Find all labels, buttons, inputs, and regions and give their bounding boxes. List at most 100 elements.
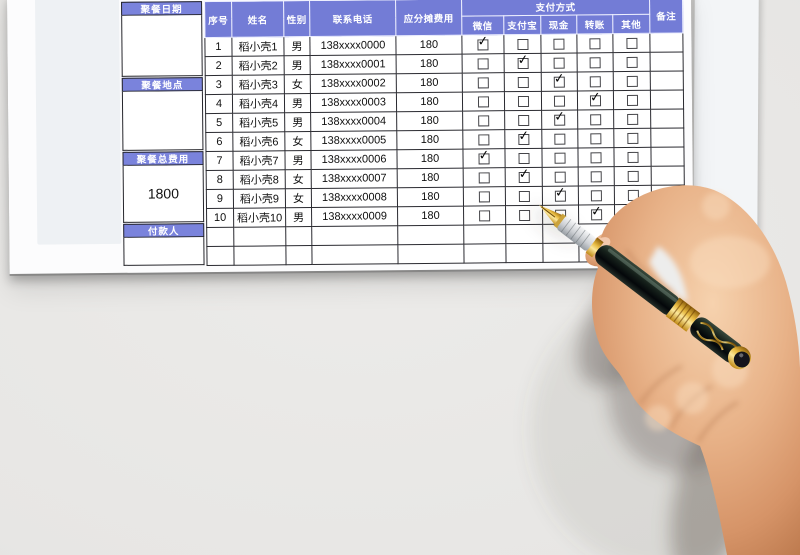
empty-cell: [206, 246, 235, 266]
checkbox-alipay[interactable]: ✓: [516, 53, 529, 69]
sidebar-value-payer[interactable]: [123, 237, 205, 266]
checkbox-cash[interactable]: [553, 57, 565, 69]
cell-payment-wechat: [462, 72, 505, 93]
cell-phone: 138xxxx0003: [310, 92, 397, 113]
checkbox-other[interactable]: [626, 75, 638, 87]
cell-payment-alipay: ✓: [504, 53, 542, 73]
cell-gender: 男: [284, 55, 311, 75]
checkbox-wechat[interactable]: [477, 76, 489, 89]
cell-fee: 180: [396, 73, 463, 93]
checkbox-transfer[interactable]: [590, 113, 602, 125]
cell-no: 7: [205, 151, 234, 171]
hand-with-pen-photo: [530, 185, 800, 555]
cell-payment-other: [613, 52, 651, 72]
checkbox-wechat[interactable]: [477, 95, 490, 108]
checkbox-wechat[interactable]: [478, 114, 490, 127]
col-header-other: 其他: [612, 14, 650, 34]
cell-gender: 女: [285, 169, 312, 189]
checkbox-cash[interactable]: ✓: [553, 72, 565, 88]
cell-payment-wechat: [462, 53, 505, 74]
checkbox-other[interactable]: [625, 37, 637, 49]
checkbox-transfer[interactable]: [589, 75, 601, 87]
cell-payment-wechat: [462, 110, 505, 131]
cell-fee: 180: [396, 111, 463, 131]
checkbox-transfer[interactable]: ✓: [589, 91, 602, 106]
cell-gender: 男: [284, 112, 311, 132]
checkbox-other[interactable]: [626, 56, 638, 68]
cell-payment-cash: [540, 33, 578, 54]
cell-payment-wechat: ✓: [461, 34, 505, 55]
cell-gender: 女: [284, 74, 311, 94]
cell-no: 4: [205, 94, 233, 114]
cell-name: 稻小壳3: [232, 74, 285, 95]
col-header-gender: 性别: [283, 0, 310, 37]
cell-payment-other: [613, 109, 651, 129]
cell-phone: 138xxxx0007: [311, 168, 398, 189]
cell-phone: 138xxxx0006: [310, 149, 398, 170]
cell-payment-alipay: [504, 72, 542, 92]
cell-gender: 女: [285, 188, 312, 208]
checkbox-alipay[interactable]: [517, 76, 529, 88]
cell-payment-cash: ✓: [541, 71, 578, 92]
cell-fee: 180: [396, 54, 463, 74]
checkbox-wechat[interactable]: ✓: [477, 35, 489, 51]
total-fee-value[interactable]: 1800: [122, 165, 205, 223]
check-mark-icon: ✓: [553, 109, 566, 124]
cell-no: 10: [206, 208, 234, 228]
col-header-wechat: 微信: [461, 15, 504, 36]
empty-cell: [285, 245, 313, 265]
checkbox-other[interactable]: [626, 94, 638, 106]
checkbox-alipay[interactable]: [517, 114, 529, 126]
cell-name: 稻小壳9: [233, 188, 286, 209]
cell-payment-transfer: [577, 109, 614, 129]
checkbox-transfer[interactable]: [589, 56, 601, 68]
checkbox-alipay[interactable]: [517, 95, 529, 107]
cell-fee: 180: [395, 35, 463, 55]
cell-name: 稻小壳6: [232, 131, 285, 152]
cell-payment-cash: [541, 52, 578, 73]
checkbox-wechat[interactable]: [477, 57, 489, 70]
col-header-alipay: 支付宝: [503, 15, 541, 35]
check-mark-icon: ✓: [516, 53, 529, 68]
sidebar-value-location[interactable]: [121, 91, 204, 151]
checkbox-cash[interactable]: [553, 38, 565, 50]
cell-phone: 138xxxx0000: [309, 35, 397, 56]
cell-gender: 男: [283, 36, 311, 56]
checkbox-cash[interactable]: [553, 95, 566, 107]
cell-payment-alipay: [504, 91, 542, 111]
cell-no: 6: [205, 132, 233, 152]
cell-phone: 138xxxx0001: [310, 54, 397, 75]
sidebar-value-date[interactable]: [121, 15, 203, 77]
cell-name: 稻小壳2: [232, 55, 285, 76]
cell-no: 9: [206, 189, 234, 209]
cell-no: 8: [206, 170, 234, 190]
cell-phone: 138xxxx0009: [311, 206, 398, 227]
cell-no: 1: [204, 37, 233, 57]
sidebar-header-location: 聚餐地点: [121, 77, 203, 92]
cell-phone: 138xxxx0008: [311, 187, 398, 208]
cell-remark: [650, 51, 684, 72]
fountain-pen: [539, 205, 751, 370]
checkbox-other[interactable]: [626, 113, 638, 125]
cell-remark: [650, 70, 684, 91]
col-header-cash: 现金: [540, 14, 577, 35]
checkbox-alipay[interactable]: [516, 38, 529, 50]
cell-phone: 138xxxx0004: [310, 111, 397, 132]
paper-left-margin: [34, 0, 122, 245]
col-header-fee: 应分摊费用: [395, 0, 462, 36]
checkbox-transfer[interactable]: [589, 37, 601, 49]
col-header-name: 姓名: [231, 0, 284, 38]
col-header-remark: 备注: [649, 0, 683, 34]
cell-name: 稻小壳7: [232, 150, 286, 171]
cell-payment-transfer: [576, 33, 614, 53]
check-mark-icon: ✓: [589, 90, 602, 105]
cell-no: 3: [205, 75, 233, 95]
col-header-phone: 联系电话: [309, 0, 396, 37]
col-header-transfer: 转账: [576, 14, 613, 34]
cell-payment-transfer: [577, 71, 614, 91]
checkbox-cash[interactable]: ✓: [553, 110, 566, 126]
cell-payment-other: [613, 71, 651, 91]
sidebar-header-total-fee: 聚餐总费用: [122, 151, 204, 166]
check-mark-icon: ✓: [476, 34, 490, 49]
